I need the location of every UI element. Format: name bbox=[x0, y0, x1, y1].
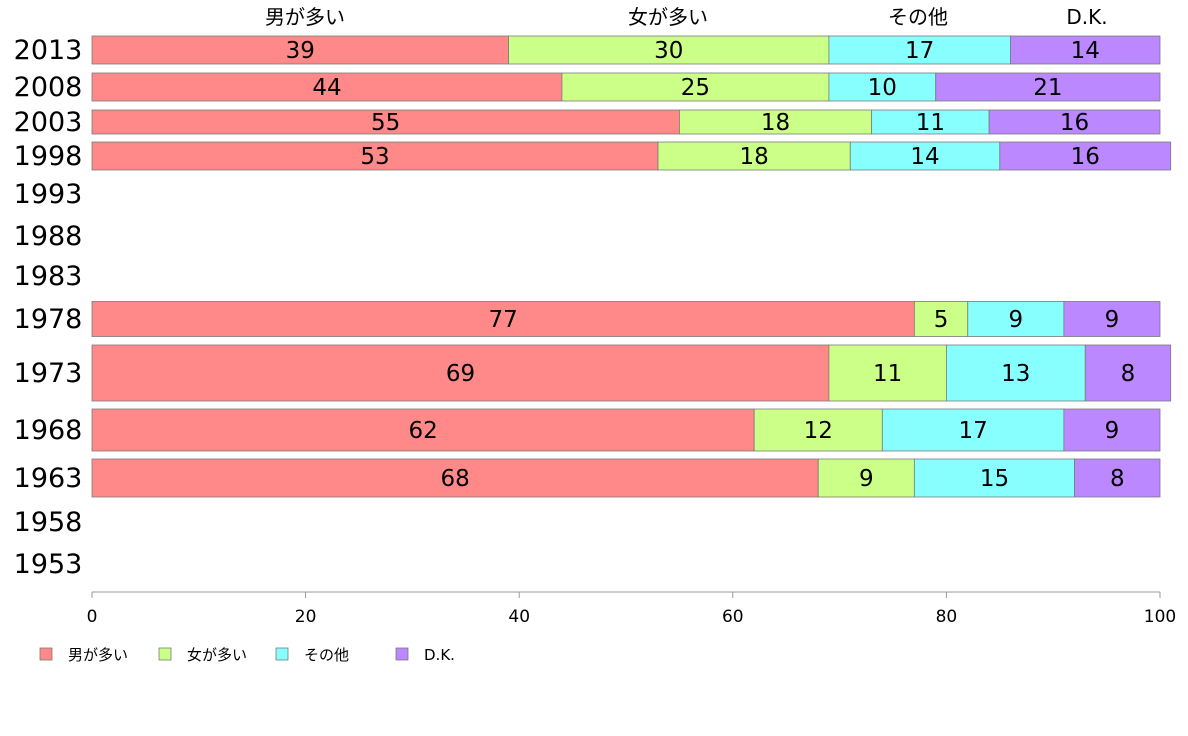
data-label: 17 bbox=[958, 418, 987, 444]
bar-segment bbox=[1074, 458, 1161, 498]
bar-segment bbox=[988, 109, 1161, 135]
data-label: 18 bbox=[740, 144, 769, 170]
data-label: 18 bbox=[761, 110, 790, 136]
data-label: 11 bbox=[873, 361, 902, 387]
data-label: 9 bbox=[1105, 307, 1120, 333]
bar-segment bbox=[91, 109, 680, 135]
data-label: 16 bbox=[1060, 110, 1089, 136]
header-label: その他 bbox=[888, 5, 948, 29]
bar-segment bbox=[1063, 408, 1161, 452]
data-label: 5 bbox=[934, 307, 949, 333]
data-label: 14 bbox=[910, 144, 939, 170]
x-tick-label: 80 bbox=[936, 607, 958, 627]
legend-label: その他 bbox=[304, 646, 349, 664]
year-label: 1998 bbox=[14, 141, 83, 172]
year-label: 2003 bbox=[14, 107, 83, 138]
x-tick-label: 0 bbox=[87, 607, 98, 627]
bar-segment bbox=[999, 141, 1172, 171]
bar-segment bbox=[967, 301, 1065, 337]
bar-segment bbox=[91, 458, 819, 498]
data-label: 8 bbox=[1110, 466, 1125, 492]
x-tick-label: 100 bbox=[1144, 607, 1176, 627]
bar-segment bbox=[91, 344, 830, 402]
data-label: 14 bbox=[1071, 38, 1100, 64]
year-label: 2008 bbox=[14, 72, 83, 103]
header-label: D.K. bbox=[1066, 5, 1107, 29]
year-label: 1968 bbox=[14, 415, 83, 446]
year-label: 1958 bbox=[14, 507, 83, 538]
bar-segment bbox=[828, 35, 1011, 65]
data-label: 55 bbox=[371, 110, 400, 136]
data-label: 10 bbox=[868, 75, 897, 101]
year-label: 2013 bbox=[14, 35, 83, 66]
data-label: 53 bbox=[360, 144, 389, 170]
bar-segment bbox=[91, 35, 509, 65]
data-label: 69 bbox=[446, 361, 475, 387]
legend-swatch bbox=[39, 647, 53, 661]
data-label: 15 bbox=[980, 466, 1009, 492]
data-label: 44 bbox=[312, 75, 341, 101]
year-label: 1978 bbox=[14, 304, 83, 335]
header-label: 女が多い bbox=[628, 5, 708, 29]
data-label: 25 bbox=[681, 75, 710, 101]
data-label: 30 bbox=[654, 38, 683, 64]
bar-segment bbox=[881, 408, 1065, 452]
data-label: 77 bbox=[489, 307, 518, 333]
year-label: 1973 bbox=[14, 358, 83, 389]
legend-swatch bbox=[275, 647, 289, 661]
legend-swatch bbox=[395, 647, 409, 661]
data-label: 9 bbox=[1105, 418, 1120, 444]
legend-label: D.K. bbox=[424, 646, 455, 664]
bar-segment bbox=[508, 35, 830, 65]
data-label: 21 bbox=[1033, 75, 1062, 101]
bar-segment bbox=[935, 72, 1161, 102]
data-label: 12 bbox=[804, 418, 833, 444]
bar-segment bbox=[1010, 35, 1161, 65]
x-tick-label: 60 bbox=[722, 607, 744, 627]
x-tick-label: 20 bbox=[295, 607, 317, 627]
data-label: 8 bbox=[1121, 361, 1136, 387]
data-label: 11 bbox=[916, 110, 945, 136]
year-label: 1953 bbox=[14, 549, 83, 580]
bar-segment bbox=[91, 301, 915, 337]
header-label: 男が多い bbox=[265, 5, 345, 29]
bar-segment bbox=[91, 141, 659, 171]
legend-label: 女が多い bbox=[187, 646, 247, 664]
data-label: 17 bbox=[905, 38, 934, 64]
legend-swatch bbox=[158, 647, 172, 661]
bar-segment bbox=[91, 72, 563, 102]
bar-segment bbox=[561, 72, 830, 102]
bar-segment bbox=[946, 344, 1086, 402]
bar-segment bbox=[913, 301, 969, 337]
x-tick-label: 40 bbox=[508, 607, 530, 627]
data-label: 16 bbox=[1071, 144, 1100, 170]
data-label: 9 bbox=[1008, 307, 1023, 333]
bar-segment bbox=[1063, 301, 1161, 337]
data-label: 62 bbox=[408, 418, 437, 444]
year-label: 1993 bbox=[14, 179, 83, 210]
bar-segment bbox=[91, 408, 755, 452]
bar-segment bbox=[1084, 344, 1172, 402]
year-label: 1988 bbox=[14, 221, 83, 252]
bar-segment bbox=[913, 458, 1075, 498]
bar-segment bbox=[657, 141, 851, 171]
year-label: 1963 bbox=[14, 463, 83, 494]
data-label: 39 bbox=[286, 38, 315, 64]
bar-segment bbox=[828, 72, 937, 102]
data-label: 68 bbox=[440, 466, 469, 492]
data-label: 9 bbox=[859, 466, 874, 492]
year-label: 1983 bbox=[14, 261, 83, 292]
bar-segment bbox=[679, 109, 873, 135]
bar-segment bbox=[828, 344, 947, 402]
legend-label: 男が多い bbox=[68, 646, 128, 664]
data-label: 13 bbox=[1001, 361, 1030, 387]
